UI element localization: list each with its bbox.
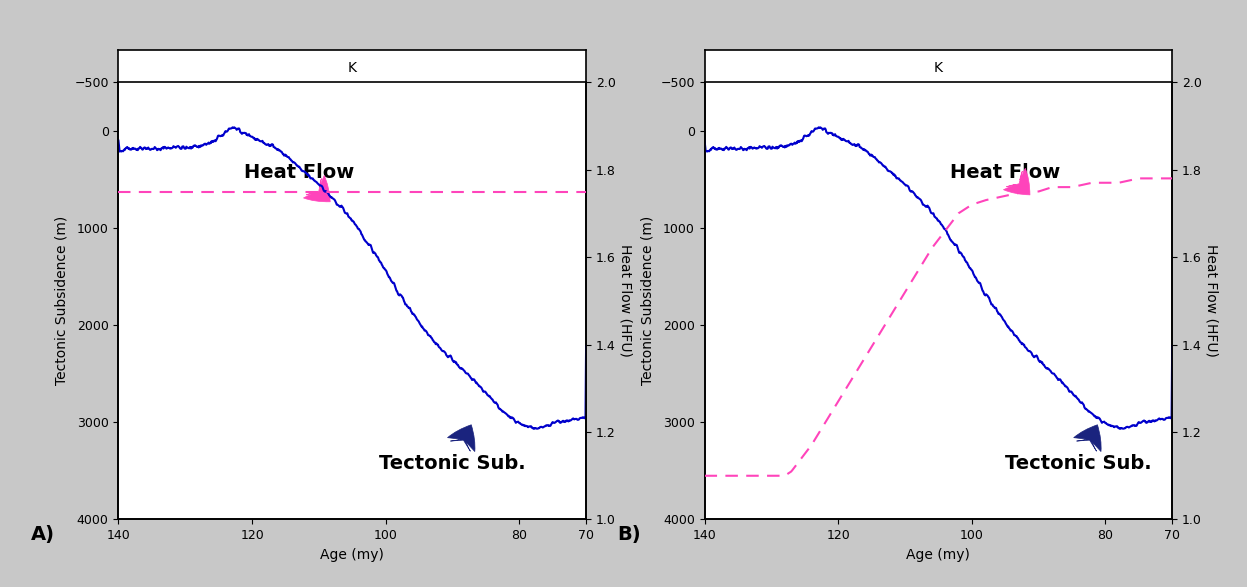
Text: B): B) bbox=[617, 525, 641, 544]
Text: A): A) bbox=[31, 525, 55, 544]
Y-axis label: Heat Flow (HFU): Heat Flow (HFU) bbox=[1205, 244, 1218, 357]
X-axis label: Age (my): Age (my) bbox=[320, 548, 384, 562]
Y-axis label: Heat Flow (HFU): Heat Flow (HFU) bbox=[619, 244, 632, 357]
Y-axis label: Tectonic Subsidence (m): Tectonic Subsidence (m) bbox=[641, 216, 655, 386]
Y-axis label: Tectonic Subsidence (m): Tectonic Subsidence (m) bbox=[55, 216, 69, 386]
Text: Heat Flow: Heat Flow bbox=[950, 163, 1060, 182]
Text: Tectonic Sub.: Tectonic Sub. bbox=[379, 454, 526, 473]
Text: Heat Flow: Heat Flow bbox=[243, 163, 354, 182]
Text: K: K bbox=[348, 60, 357, 75]
Text: K: K bbox=[934, 60, 943, 75]
X-axis label: Age (my): Age (my) bbox=[907, 548, 970, 562]
Text: Tectonic Sub.: Tectonic Sub. bbox=[1005, 454, 1152, 473]
